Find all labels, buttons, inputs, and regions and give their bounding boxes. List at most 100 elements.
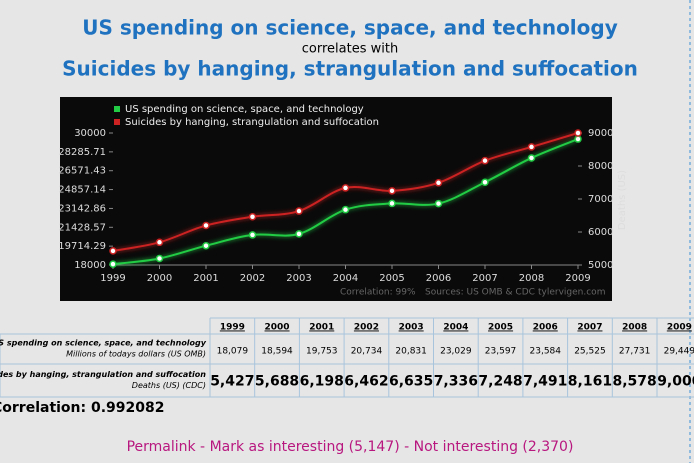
point	[434, 179, 443, 187]
column-header: 2009	[667, 323, 692, 333]
column-header: 2006	[533, 323, 558, 333]
y2-tick-label: 5000	[588, 260, 613, 271]
column-header: 2002	[354, 323, 379, 333]
y2-tick-label: 8000	[588, 161, 613, 172]
cell: 20,831	[395, 347, 427, 357]
column-header: 2005	[488, 323, 513, 333]
cell: 8,161	[568, 374, 612, 390]
connector: correlates with	[302, 42, 398, 57]
legend-label: Suicides by hanging, strangulation and s…	[125, 117, 379, 128]
cell: 23,029	[440, 347, 472, 357]
y-tick-label: 18000	[74, 260, 106, 271]
point	[341, 184, 350, 192]
link-row: Permalink - Mark as interesting (5,147) …	[127, 439, 574, 455]
point	[388, 199, 396, 208]
cell: 6,198	[300, 374, 344, 390]
column-header: 2000	[265, 323, 290, 333]
link[interactable]: Not interesting (2,370)	[414, 439, 574, 455]
cell: 7,336	[434, 374, 478, 390]
title: US spending on science, space, and techn…	[82, 16, 618, 40]
point	[574, 135, 582, 143]
x-tick-label: 2002	[240, 273, 265, 284]
cell: 18,594	[261, 347, 293, 357]
y-tick-label: 21428.57	[58, 222, 106, 233]
cell: 7,248	[478, 374, 522, 390]
point	[109, 260, 117, 268]
chart-note: tylervigen.com	[538, 288, 605, 298]
y2-tick-label: 7000	[588, 194, 613, 205]
correlation: Correlation: 0.992082	[0, 400, 165, 416]
row-sublabel: Deaths (US) (CDC)	[132, 381, 206, 390]
chart-note: Sources: US OMB & CDC	[425, 288, 535, 298]
y2-tick-label: 9000	[588, 128, 613, 139]
column-header: 1999	[220, 323, 245, 333]
row-label: Suicides by hanging, strangulation and s…	[0, 370, 206, 379]
x-tick-label: 1999	[100, 273, 125, 284]
cell: 20,734	[351, 347, 383, 357]
legend-swatch	[114, 106, 120, 112]
point	[248, 231, 257, 239]
links: Permalink - Mark as interesting (5,147) …	[127, 439, 574, 455]
cell: 9,000	[657, 374, 694, 390]
x-tick-label: 2004	[333, 273, 358, 284]
cell: 6,462	[344, 374, 388, 390]
point	[295, 230, 303, 238]
point	[295, 207, 303, 215]
chart: 18000 19714.29 21428.57 23142.86 24857.14 265…	[58, 104, 628, 298]
point	[109, 247, 117, 255]
x-tick-label: 2003	[286, 273, 311, 284]
x-tick-label: 2007	[472, 273, 497, 284]
cell: 7,491	[523, 374, 567, 390]
cell: 5,427	[210, 374, 254, 390]
y-tick-label: 28285.71	[58, 147, 106, 158]
cell: 23,597	[485, 347, 517, 357]
point	[481, 156, 489, 165]
x-tick-label: 2006	[426, 273, 451, 284]
link[interactable]: Permalink	[127, 439, 197, 455]
column-header: 2003	[399, 323, 424, 333]
y-tick-label: 23142.86	[58, 203, 106, 214]
x-tick-label: 2000	[147, 273, 172, 284]
legend-label: US spending on science, space, and techn…	[125, 104, 364, 115]
y-tick-label: 19714.29	[58, 241, 106, 252]
y-tick-label: 26571.43	[58, 166, 106, 177]
cell: 6,635	[389, 374, 433, 390]
point	[155, 254, 164, 263]
point	[481, 178, 489, 186]
point	[388, 187, 396, 195]
cell: 23,584	[530, 347, 562, 357]
point	[155, 238, 164, 247]
point	[527, 143, 536, 151]
table: 1999 2000 2001 2002 2003 2004 2005 2006 2007 2008…	[0, 317, 694, 398]
point	[202, 241, 210, 250]
separator: -	[196, 439, 210, 455]
cell: 8,578	[613, 374, 657, 390]
point	[341, 205, 350, 214]
legend-swatch	[114, 119, 120, 125]
chart-bg	[60, 97, 612, 301]
chart-note: Correlation: 99%	[340, 288, 416, 298]
x-tick-label: 2005	[379, 273, 404, 284]
column-header: 2004	[443, 323, 468, 333]
link[interactable]: Mark as interesting (5,147)	[210, 439, 400, 455]
column-header: 2008	[622, 323, 647, 333]
x-tick-label: 2001	[193, 273, 218, 284]
x-tick-label: 2008	[519, 273, 544, 284]
row-sublabel: Millions of todays dollars (US OMB)	[66, 350, 206, 359]
separator: -	[400, 439, 414, 455]
y2-label: Deaths (US)	[617, 170, 628, 230]
x-tick-label: 2009	[565, 273, 590, 284]
y2-tick-label: 6000	[588, 227, 613, 238]
point	[574, 129, 582, 137]
point	[434, 199, 443, 208]
y-tick-label: 24857.14	[58, 185, 106, 196]
column-header: 2001	[309, 323, 334, 333]
cell: 29,449	[664, 347, 694, 357]
cell: 19,753	[306, 347, 338, 357]
row-label: US spending on science, space, and techn…	[0, 339, 207, 348]
cell: 5,688	[255, 374, 299, 390]
cell: 18,079	[217, 347, 249, 357]
column-header: 2007	[577, 323, 602, 333]
